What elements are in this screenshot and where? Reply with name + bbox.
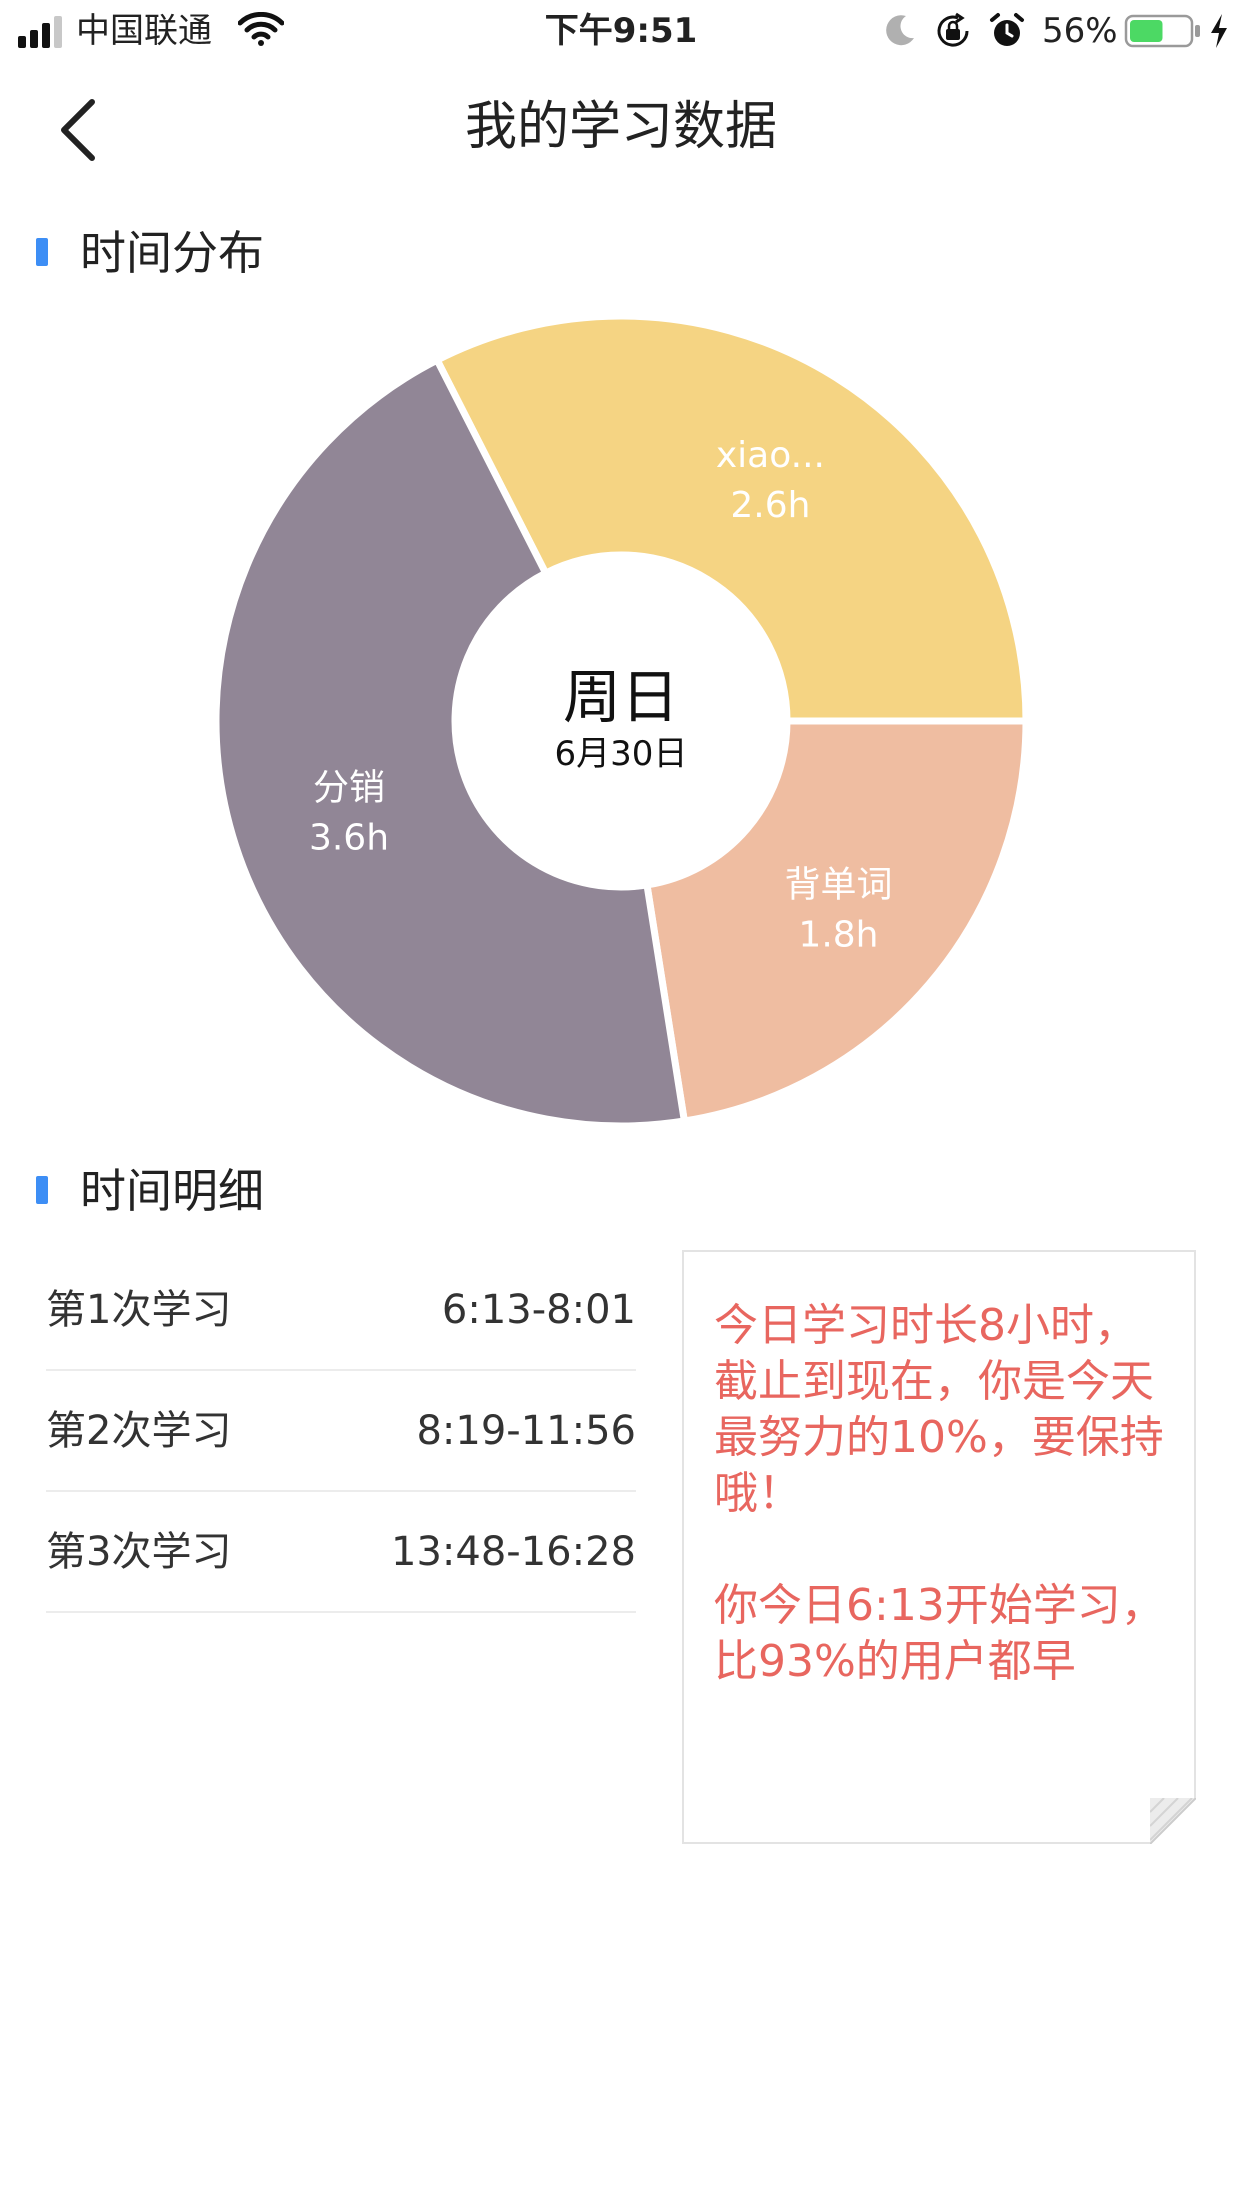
study-session-list: 第1次学习 6:13-8:01 第2次学习 8:19-11:56 第3次学习 1… (46, 1250, 636, 1613)
note-text: 今日学习时长8小时，截止到现在，你是今天最努力的10%，要保持哦！ 你今日6:1… (714, 1298, 1174, 1690)
back-button[interactable] (40, 90, 120, 170)
nav-bar: 我的学习数据 (0, 62, 1242, 192)
section-marker (36, 238, 48, 266)
status-bar: 中国联通 下午9:51 56% (0, 0, 1242, 62)
orientation-lock-icon (937, 12, 969, 47)
section-title: 时间分布 (80, 226, 264, 280)
pie-slice[interactable] (432, 316, 1026, 725)
signal-icon (18, 16, 62, 48)
note-paragraph: 今日学习时长8小时，截止到现在，你是今天最努力的10%，要保持哦！ (714, 1300, 1164, 1519)
battery-icon (1124, 14, 1200, 48)
session-label: 第2次学习 (46, 1408, 232, 1454)
summary-note: 今日学习时长8小时，截止到现在，你是今天最努力的10%，要保持哦！ 你今日6:1… (682, 1250, 1196, 1844)
slice-value-label: 2.6h (730, 485, 810, 526)
slice-label: 背单词 (784, 865, 892, 906)
session-time: 13:48-16:28 (391, 1529, 636, 1575)
pie-slice[interactable] (216, 355, 689, 1126)
battery-percent: 56% (1042, 11, 1118, 51)
section-title: 时间明细 (80, 1164, 264, 1218)
charging-icon (1211, 14, 1227, 48)
carrier-name: 中国联通 (76, 11, 212, 51)
page-title: 我的学习数据 (464, 97, 777, 157)
section-marker (36, 1176, 48, 1204)
list-item: 第3次学习 13:48-16:28 (46, 1492, 636, 1613)
moon-icon (886, 15, 914, 46)
chart-center-subtitle: 6月30日 (555, 734, 688, 774)
page-curl-icon (1150, 1798, 1196, 1844)
note-paragraph: 你今日6:13开始学习，比93%的用户都早 (714, 1580, 1165, 1687)
pie-slice[interactable] (642, 717, 1026, 1126)
slice-value-label: 1.8h (798, 915, 878, 956)
alarm-icon (990, 13, 1024, 46)
session-label: 第3次学习 (46, 1529, 232, 1575)
slice-value-label: 3.6h (309, 817, 389, 858)
session-time: 8:19-11:56 (416, 1408, 636, 1454)
session-time: 6:13-8:01 (441, 1287, 636, 1333)
list-item: 第2次学习 8:19-11:56 (46, 1371, 636, 1492)
slice-label: xiao... (716, 435, 825, 476)
session-label: 第1次学习 (46, 1287, 232, 1333)
slice-label: 分销 (313, 767, 385, 808)
chart-center-title: 周日 (563, 663, 679, 731)
wifi-icon (238, 12, 284, 46)
list-item: 第1次学习 6:13-8:01 (46, 1250, 636, 1371)
chevron-left-icon (61, 99, 95, 161)
